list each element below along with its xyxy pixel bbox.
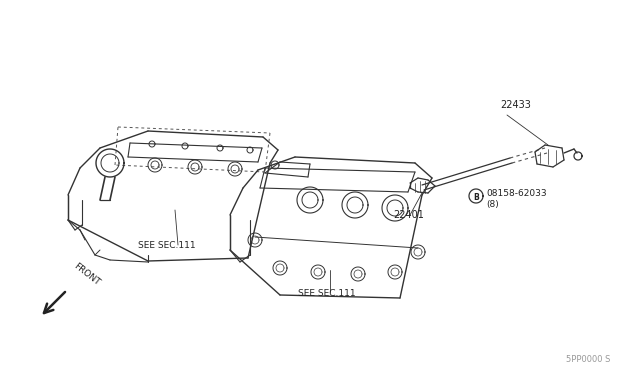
Text: B: B xyxy=(473,192,479,202)
Text: 22433: 22433 xyxy=(500,100,531,110)
Text: SEE SEC.111: SEE SEC.111 xyxy=(138,241,196,250)
Text: 22401: 22401 xyxy=(393,210,424,220)
Text: (8): (8) xyxy=(486,199,499,208)
Text: 5PP0000 S: 5PP0000 S xyxy=(566,355,610,364)
Text: 08158-62033: 08158-62033 xyxy=(486,189,547,199)
Text: SEE SEC.111: SEE SEC.111 xyxy=(298,289,356,298)
Text: FRONT: FRONT xyxy=(72,261,102,287)
